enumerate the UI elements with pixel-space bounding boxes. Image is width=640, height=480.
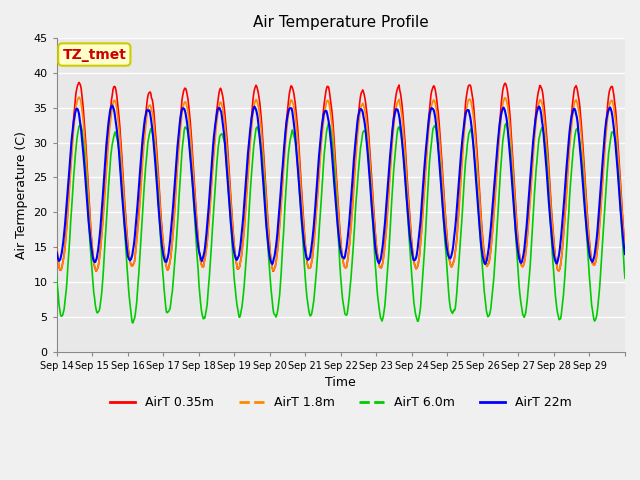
Title: Air Temperature Profile: Air Temperature Profile [253, 15, 429, 30]
X-axis label: Time: Time [326, 376, 356, 389]
Legend: AirT 0.35m, AirT 1.8m, AirT 6.0m, AirT 22m: AirT 0.35m, AirT 1.8m, AirT 6.0m, AirT 2… [105, 391, 577, 414]
Y-axis label: Air Termperature (C): Air Termperature (C) [15, 131, 28, 259]
Text: TZ_tmet: TZ_tmet [62, 48, 126, 61]
